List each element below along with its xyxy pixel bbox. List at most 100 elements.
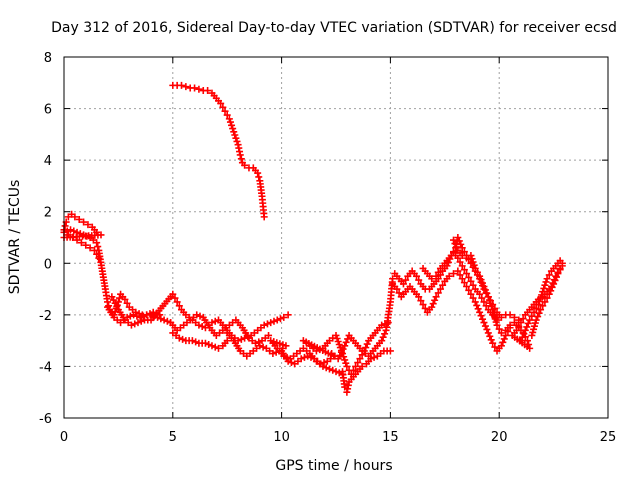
data-point-plus-marker	[454, 254, 462, 262]
data-point-plus-marker	[454, 267, 462, 275]
data-point-plus-marker	[480, 282, 488, 290]
data-point-plus-marker	[484, 329, 492, 337]
data-point-plus-marker	[417, 297, 425, 305]
data-point-plus-marker	[304, 352, 312, 360]
data-point-plus-marker	[341, 342, 349, 350]
data-point-plus-marker	[378, 337, 386, 345]
data-point-plus-marker	[221, 107, 229, 115]
data-point-plus-marker	[538, 291, 546, 299]
data-point-plus-marker	[484, 293, 492, 301]
data-point-plus-marker	[277, 315, 285, 323]
data-point-plus-marker	[121, 295, 129, 303]
data-point-plus-marker	[486, 332, 494, 340]
data-point-plus-marker	[208, 342, 216, 350]
data-point-plus-marker	[226, 118, 234, 126]
data-point-plus-marker	[434, 289, 442, 297]
data-point-plus-marker	[134, 319, 142, 327]
data-point-plus-marker	[171, 294, 179, 302]
data-point-plus-marker	[488, 302, 496, 310]
data-point-plus-marker	[173, 298, 181, 306]
data-point-plus-marker	[469, 258, 477, 266]
data-point-plus-marker	[489, 339, 497, 347]
data-point-plus-marker	[115, 294, 123, 302]
data-point-plus-marker	[82, 241, 90, 249]
data-point-plus-marker	[344, 335, 352, 343]
data-point-plus-marker	[130, 311, 138, 319]
data-point-plus-marker	[451, 240, 459, 248]
data-point-plus-marker	[73, 236, 81, 244]
data-point-plus-marker	[160, 316, 168, 324]
data-point-plus-marker	[517, 337, 525, 345]
y-tick-label: -4	[39, 360, 52, 375]
data-point-plus-marker	[386, 347, 394, 355]
data-point-plus-marker	[126, 312, 134, 320]
data-point-plus-marker	[543, 294, 551, 302]
data-point-plus-marker	[381, 330, 389, 338]
data-point-plus-marker	[515, 322, 523, 330]
data-point-plus-marker	[547, 287, 555, 295]
data-point-plus-marker	[236, 151, 244, 159]
data-point-plus-marker	[354, 359, 362, 367]
data-point-plus-marker	[467, 252, 475, 260]
x-tick-label: 20	[491, 430, 508, 445]
data-point-plus-marker	[469, 281, 477, 289]
data-point-plus-marker	[307, 353, 315, 361]
data-point-plus-marker	[195, 321, 203, 329]
y-tick-label: 8	[44, 51, 52, 66]
x-tick-label: 0	[60, 430, 68, 445]
data-point-plus-marker	[195, 85, 203, 93]
data-point-plus-marker	[71, 213, 79, 221]
data-point-plus-marker	[467, 290, 475, 298]
data-point-plus-marker	[211, 343, 219, 351]
data-point-plus-marker	[320, 359, 328, 367]
data-point-plus-marker	[545, 271, 553, 279]
data-point-plus-marker	[325, 365, 333, 373]
data-point-plus-marker	[175, 334, 183, 342]
data-point-plus-marker	[518, 333, 526, 341]
data-point-plus-marker	[223, 111, 231, 119]
data-point-plus-marker	[445, 272, 453, 280]
data-point-plus-marker	[169, 290, 177, 298]
data-point-plus-marker	[497, 329, 505, 337]
data-point-plus-marker	[532, 316, 540, 324]
data-point-plus-marker	[379, 333, 387, 341]
data-point-plus-marker	[280, 313, 288, 321]
y-tick-label: 2	[44, 206, 52, 221]
data-point-plus-marker	[456, 258, 464, 266]
data-point-plus-marker	[267, 319, 275, 327]
data-point-plus-marker	[214, 344, 222, 352]
data-point-plus-marker	[362, 344, 370, 352]
data-point-plus-marker	[483, 325, 491, 333]
data-point-plus-marker	[543, 275, 551, 283]
data-point-plus-marker	[415, 293, 423, 301]
data-point-plus-marker	[136, 313, 144, 321]
data-point-plus-marker	[80, 231, 88, 239]
data-point-plus-marker	[432, 272, 440, 280]
marks-layer	[60, 81, 566, 396]
data-point-plus-marker	[76, 230, 84, 238]
data-point-plus-marker	[114, 298, 122, 306]
data-point-plus-marker	[539, 288, 547, 296]
data-point-plus-marker	[263, 320, 271, 328]
data-point-plus-marker	[349, 366, 357, 374]
data-point-plus-marker	[332, 368, 340, 376]
data-point-plus-marker	[521, 326, 529, 334]
data-point-plus-marker	[523, 337, 531, 345]
data-point-plus-marker	[471, 264, 479, 272]
data-point-plus-marker	[485, 296, 493, 304]
data-point-plus-marker	[284, 357, 292, 365]
data-point-plus-marker	[179, 335, 187, 343]
data-point-plus-marker	[64, 231, 72, 239]
data-point-plus-marker	[317, 360, 325, 368]
data-point-plus-marker	[83, 232, 91, 240]
data-point-plus-marker	[463, 282, 471, 290]
data-point-plus-marker	[537, 294, 545, 302]
data-point-plus-marker	[439, 281, 447, 289]
data-point-plus-marker	[476, 290, 484, 298]
data-point-plus-marker	[312, 347, 320, 355]
data-point-plus-marker	[497, 342, 505, 350]
data-point-plus-marker	[481, 286, 489, 294]
data-point-plus-marker	[63, 227, 71, 235]
data-point-plus-marker	[477, 312, 485, 320]
